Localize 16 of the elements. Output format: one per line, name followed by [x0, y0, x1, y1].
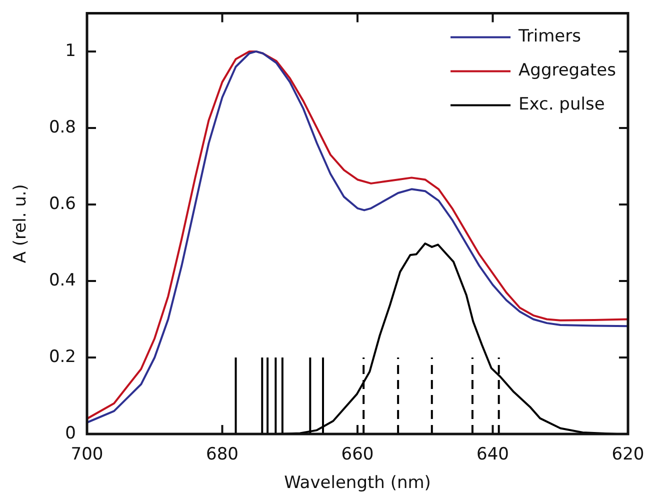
x-tick-label: 620 [612, 444, 644, 465]
legend-label: Aggregates [518, 60, 616, 81]
x-tick-label: 640 [476, 444, 509, 465]
legend-label: Exc. pulse [518, 94, 605, 115]
y-tick-label: 1 [65, 40, 76, 61]
y-tick-label: 0.8 [48, 117, 76, 138]
x-tick-label: 700 [70, 444, 104, 465]
legend-label: Trimers [518, 26, 582, 47]
x-tick-label: 680 [206, 444, 238, 465]
y-tick-label: 0.4 [48, 270, 76, 290]
y-tick-label: 0.6 [48, 194, 76, 214]
y-tick-label: 0.2 [48, 346, 76, 367]
y-tick-label: 0 [65, 423, 76, 444]
x-axis-title: Wavelength (nm) [284, 473, 431, 494]
y-axis-title: A (rel. u.) [10, 184, 31, 264]
x-tick-label: 660 [341, 444, 374, 465]
